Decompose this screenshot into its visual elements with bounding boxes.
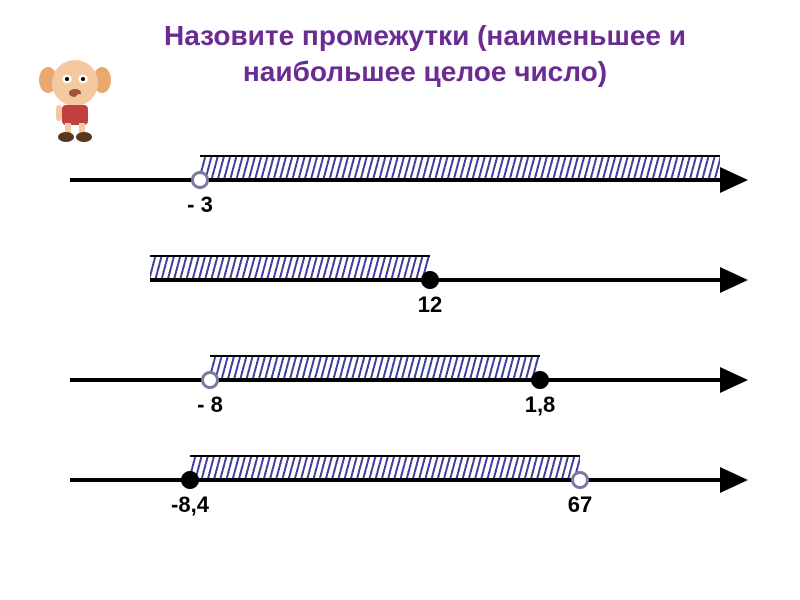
open-point bbox=[571, 471, 589, 489]
title-line-1: Назовите промежутки (наименьшее и bbox=[164, 20, 686, 51]
point-label: -8,4 bbox=[171, 492, 209, 518]
point-label: 67 bbox=[568, 492, 592, 518]
interval-hatching bbox=[190, 455, 580, 478]
number-line: -8,4 67 bbox=[0, 450, 800, 550]
page-title: Назовите промежутки (наименьшее и наибол… bbox=[0, 0, 800, 91]
number-lines-container: - 3 12 - 8 1,8 -8,4 67 bbox=[0, 150, 800, 550]
arrow-icon bbox=[720, 467, 748, 493]
interval-hatching bbox=[150, 255, 430, 278]
number-line: - 8 1,8 bbox=[0, 350, 800, 450]
interval-hatching bbox=[200, 155, 720, 178]
arrow-icon bbox=[720, 167, 748, 193]
point-label: 1,8 bbox=[525, 392, 556, 418]
axis-line bbox=[70, 178, 720, 182]
number-line: 12 bbox=[0, 250, 800, 350]
open-point bbox=[201, 371, 219, 389]
arrow-icon bbox=[720, 267, 748, 293]
arrow-icon bbox=[720, 367, 748, 393]
closed-point bbox=[181, 471, 199, 489]
character-icon bbox=[30, 55, 120, 145]
number-line: - 3 bbox=[0, 150, 800, 250]
title-line-2: наибольшее целое число) bbox=[243, 56, 607, 87]
axis-line bbox=[70, 378, 720, 382]
axis-line bbox=[70, 478, 720, 482]
interval-hatching bbox=[210, 355, 540, 378]
point-label: - 3 bbox=[187, 192, 213, 218]
point-label: - 8 bbox=[197, 392, 223, 418]
closed-point bbox=[421, 271, 439, 289]
point-label: 12 bbox=[418, 292, 442, 318]
closed-point bbox=[531, 371, 549, 389]
open-point bbox=[191, 171, 209, 189]
